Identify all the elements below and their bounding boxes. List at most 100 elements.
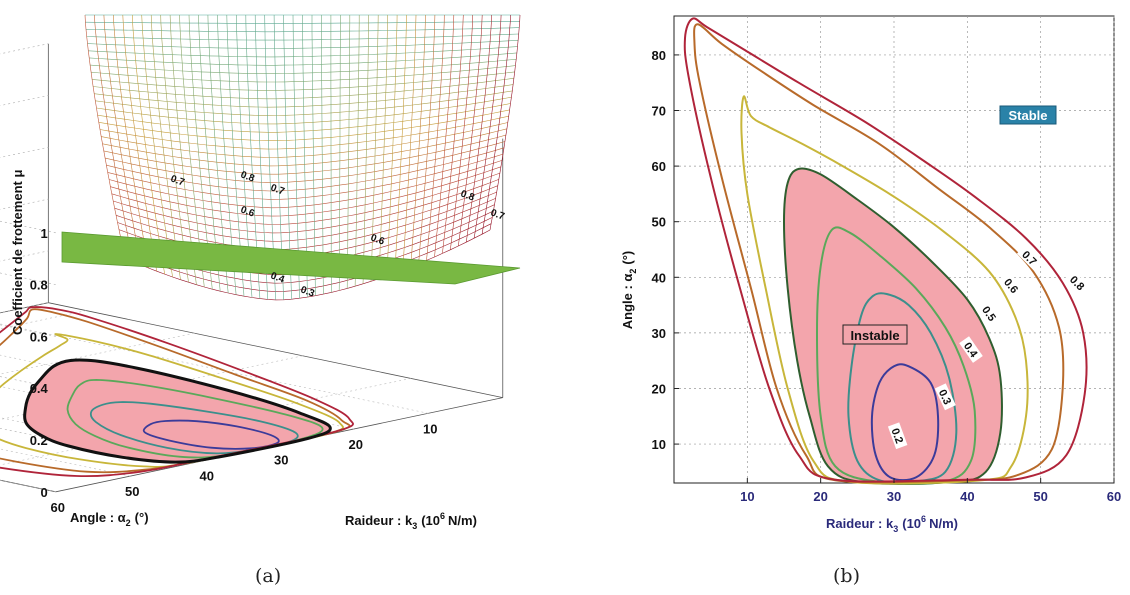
stiffness-tick-label: 10 <box>423 421 437 436</box>
mesh-line-u <box>113 14 150 269</box>
friction-surface <box>84 14 521 301</box>
contour-plot-b: 0.20.30.40.50.60.70.8 10 20 30 40 50 60102030… <box>620 15 1122 534</box>
mesh-line-u <box>386 14 398 277</box>
mesh-line-u <box>442 14 464 254</box>
axis-ticks-b: 10 20 30 40 50 60 10 20 30 40 50 60 70 80 <box>652 48 1122 504</box>
stiffness-tick-label: 40 <box>200 468 214 483</box>
mesh-line-u <box>354 15 360 287</box>
mesh-line-u <box>473 14 502 239</box>
base-contour-0.7 <box>0 308 351 474</box>
mesh-line-u <box>465 14 492 243</box>
tick-label-y: 40 <box>652 270 666 285</box>
tick-label-y: 50 <box>652 215 666 230</box>
surface-plot-a: 0.8 0.7 0.8 0.7 0.7 0.6 0.6 0.4 0.3 0 0.2 0.4 0.6 0.… <box>0 14 521 531</box>
mesh-line-u <box>450 14 473 250</box>
tick-label-x: 40 <box>960 489 974 504</box>
surface-contour-label: 0.3 <box>299 284 316 299</box>
mesh-line-u <box>84 14 126 259</box>
contour-lines-b: 0.20.30.40.50.60.70.8 <box>683 17 1091 485</box>
contour-label-bg <box>977 300 1002 327</box>
mesh-line-u <box>94 14 134 262</box>
mesh-line-u <box>362 14 369 284</box>
stability-boundary <box>23 358 332 464</box>
mesh-line-u <box>489 14 521 231</box>
mesh-line-u <box>169 14 197 285</box>
mesh-line-u <box>346 15 351 289</box>
axis-ticks-a: 00.20.40.60.8120406080102030405060 <box>30 226 438 515</box>
tick-label-x: 30 <box>887 489 901 504</box>
tick-label-x: 60 <box>1107 489 1121 504</box>
mesh-line-u <box>402 14 417 271</box>
mesh-line-u <box>132 14 165 275</box>
base-contour-plot <box>0 306 354 478</box>
contour-line-0.4 <box>815 226 977 485</box>
surface-contour-label: 0.4 <box>269 270 286 285</box>
panel-label-a: (a) <box>255 565 282 587</box>
mesh-line-u <box>434 14 455 258</box>
contour-label-bg <box>959 336 983 363</box>
mesh-line-u <box>458 14 483 247</box>
base-edge <box>48 302 503 399</box>
surface-contour-labels: 0.8 0.7 0.8 0.7 0.7 0.6 0.6 0.4 0.3 <box>169 169 506 299</box>
contour-label-bg <box>1064 270 1091 296</box>
x-axis-label-b: Raideur : k3 (106 N/m) <box>826 514 958 534</box>
tick-label-y: 30 <box>652 326 666 341</box>
stable-label: Stable <box>1008 108 1047 123</box>
stiffness-axis-label: Raideur : k3 (106 N/m) <box>345 511 477 531</box>
stiffness-tick-label: 60 <box>51 500 65 515</box>
mesh-line-u <box>394 14 407 274</box>
z-tick-label: 0.2 <box>30 433 48 448</box>
base-contour-0.4 <box>66 378 324 459</box>
z-tick-label: 0.8 <box>30 278 48 293</box>
surface-contour-label: 0.7 <box>269 182 286 197</box>
annotations-b: Stable Instable <box>842 105 1057 345</box>
contour-label-0.3: 0.3 <box>936 388 953 407</box>
contour-label-bg <box>999 272 1024 299</box>
base-contour-0.2 <box>142 419 280 450</box>
contour-label-bg <box>934 383 956 411</box>
stable-label-box <box>999 105 1057 125</box>
mesh-line-u <box>418 14 436 264</box>
base-contour-0.8 <box>0 306 354 478</box>
surface-contour-label: 0.6 <box>239 204 256 219</box>
z-tick-label: 0.6 <box>30 329 48 344</box>
tick-label-y: 10 <box>652 437 666 452</box>
mesh-line-u <box>103 14 142 265</box>
mesh-line-u <box>426 14 445 261</box>
tick-label-y: 60 <box>652 159 666 174</box>
surface-contour-label: 0.7 <box>169 173 186 188</box>
tick-label-x: 10 <box>740 489 754 504</box>
surface-contour-label: 0.8 <box>239 169 256 184</box>
base-unstable-fill <box>24 359 331 463</box>
mesh-line-u <box>321 15 324 295</box>
tick-label-x: 20 <box>813 489 827 504</box>
z-grid <box>0 95 56 285</box>
instable-label-box <box>842 324 908 345</box>
tick-label-y: 20 <box>652 381 666 396</box>
stiffness-tick-label: 30 <box>274 453 288 468</box>
contour-line-0.5 <box>782 167 1003 485</box>
contour-line-0.8 <box>683 17 1088 483</box>
contour-line-0.2 <box>870 363 940 482</box>
mesh-line-u <box>378 14 388 279</box>
contour-label-bg <box>887 422 908 450</box>
panel-label-b: (b) <box>833 565 860 587</box>
contour-line-0.6 <box>740 95 1029 485</box>
z-tick-label: 0 <box>41 485 48 500</box>
mesh-line-u <box>311 15 316 296</box>
stiffness-tick-label: 50 <box>125 484 139 499</box>
mu-plane <box>61 231 521 285</box>
mesh-line-u <box>179 14 205 288</box>
surface-contour-label: 0.8 <box>459 188 476 203</box>
stiffness-tick-label: 20 <box>349 437 363 452</box>
tick-label-x: 50 <box>1033 489 1047 504</box>
contour-label-0.2: 0.2 <box>888 427 905 445</box>
tick-label-y: 80 <box>652 48 666 63</box>
surface-contour-label: 0.7 <box>489 207 506 222</box>
contour-line-0.7 <box>693 23 1065 484</box>
contour-label-bg <box>1016 245 1043 271</box>
surface-contour-label: 0.6 <box>369 232 386 247</box>
y-axis-label-b: Angle : α2(°) <box>620 251 638 330</box>
mesh-line-u <box>150 14 181 280</box>
mesh-line-u <box>481 14 511 235</box>
